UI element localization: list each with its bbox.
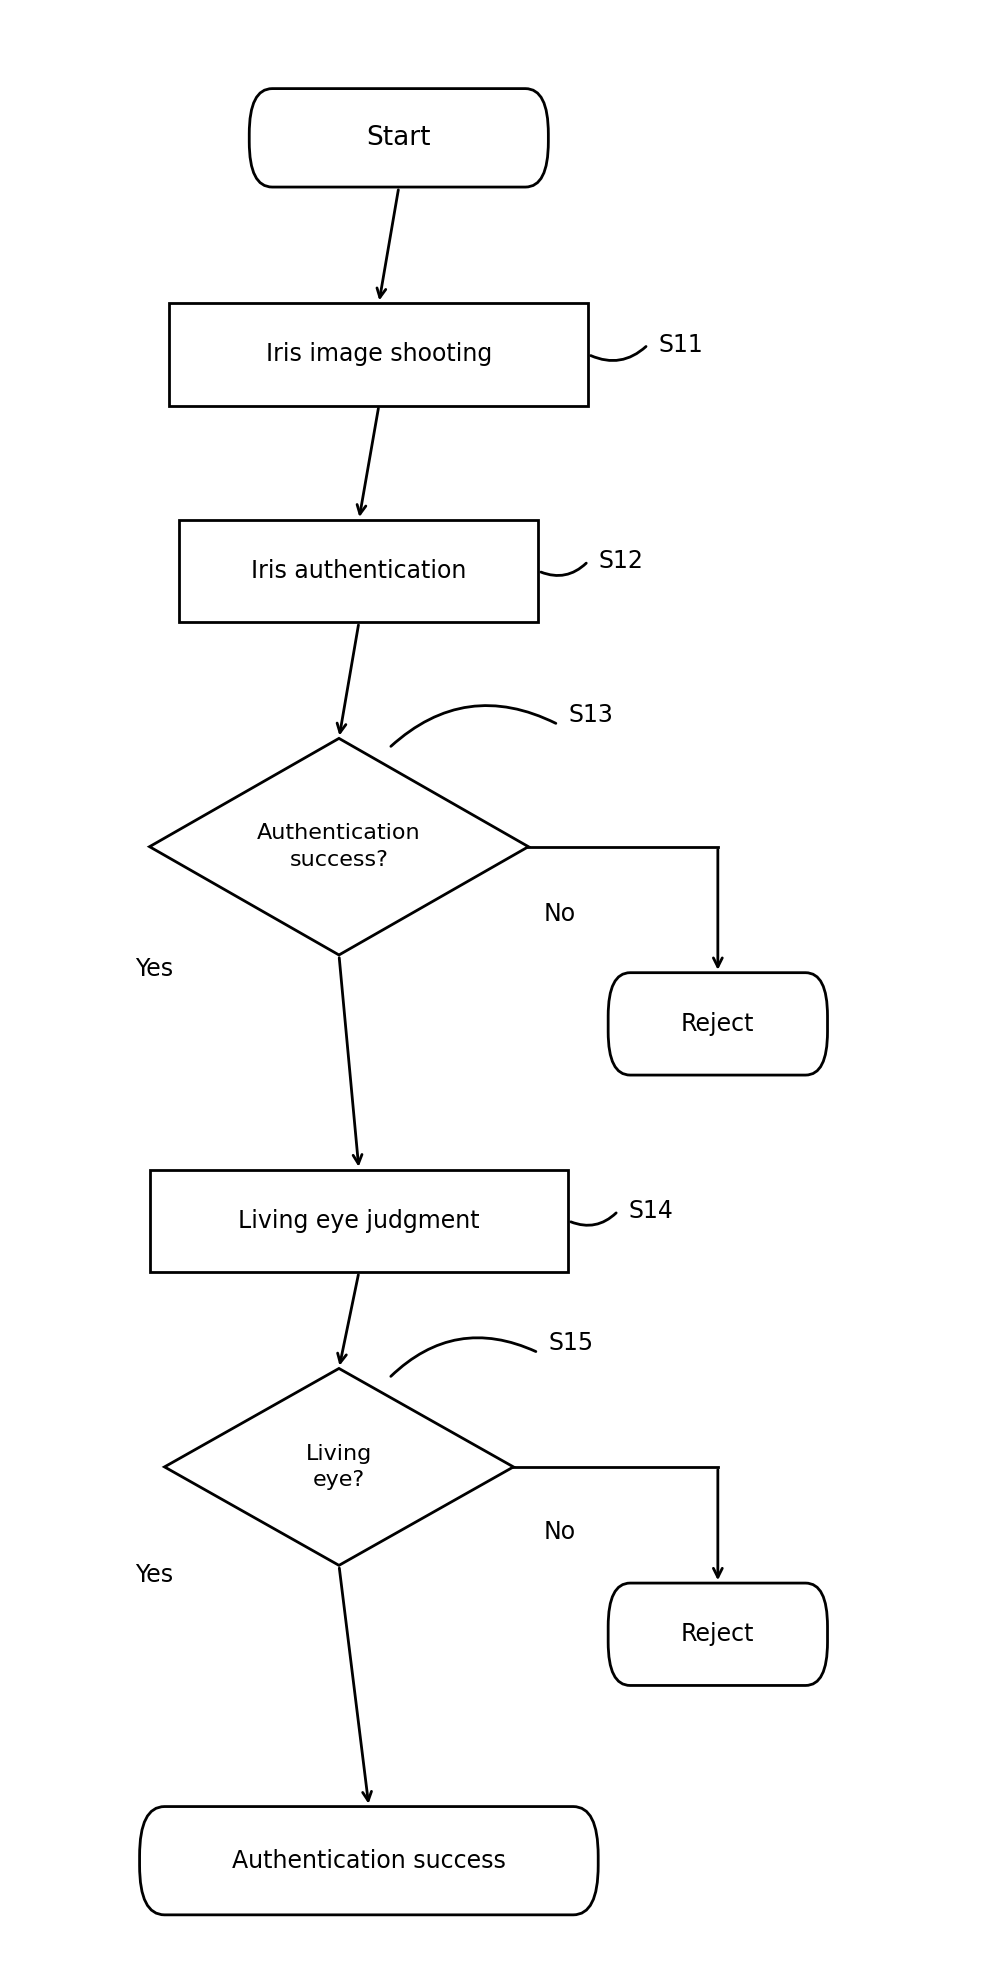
Text: Living eye judgment: Living eye judgment bbox=[238, 1209, 480, 1233]
Text: S12: S12 bbox=[598, 549, 643, 573]
Text: Yes: Yes bbox=[135, 957, 172, 981]
Text: Iris image shooting: Iris image shooting bbox=[266, 343, 492, 366]
Text: S15: S15 bbox=[548, 1331, 593, 1355]
Text: Authentication success: Authentication success bbox=[232, 1849, 505, 1873]
Text: Yes: Yes bbox=[135, 1563, 172, 1587]
Bar bbox=[150, 1170, 568, 1272]
FancyBboxPatch shape bbox=[249, 89, 548, 187]
Text: Authentication
success?: Authentication success? bbox=[257, 823, 421, 870]
FancyBboxPatch shape bbox=[608, 1583, 828, 1685]
Text: No: No bbox=[543, 902, 575, 925]
Polygon shape bbox=[150, 738, 528, 955]
Text: Iris authentication: Iris authentication bbox=[251, 559, 467, 583]
Text: Reject: Reject bbox=[681, 1622, 755, 1646]
Text: S13: S13 bbox=[568, 703, 613, 727]
FancyBboxPatch shape bbox=[608, 973, 828, 1075]
Bar bbox=[179, 520, 538, 622]
Bar bbox=[169, 303, 588, 406]
Text: S11: S11 bbox=[658, 333, 703, 356]
Text: S14: S14 bbox=[628, 1199, 673, 1223]
Text: No: No bbox=[543, 1520, 575, 1544]
Text: Reject: Reject bbox=[681, 1012, 755, 1036]
Text: Living
eye?: Living eye? bbox=[306, 1443, 372, 1491]
FancyBboxPatch shape bbox=[140, 1808, 598, 1914]
Text: Start: Start bbox=[367, 124, 431, 152]
Polygon shape bbox=[165, 1368, 513, 1565]
